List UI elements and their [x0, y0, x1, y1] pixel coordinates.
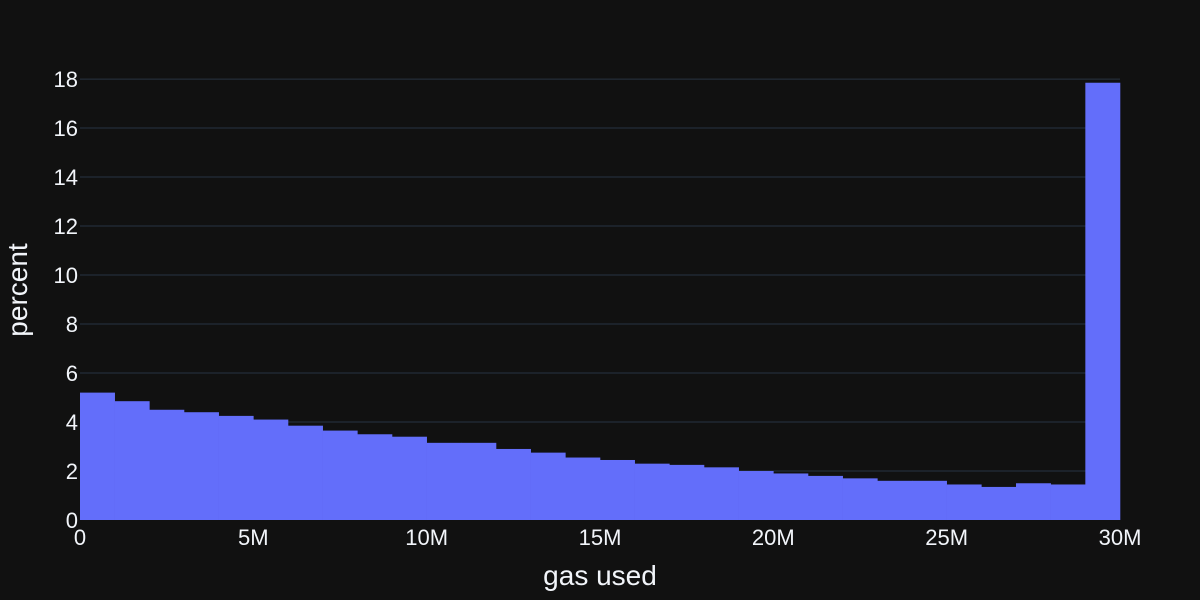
y-tick-label: 0 [66, 508, 78, 533]
histogram-bar [149, 409, 185, 520]
x-tick-label: 30M [1099, 525, 1142, 550]
histogram-bar [392, 436, 427, 520]
histogram-bar [114, 401, 150, 520]
y-axis-ticks: 0 2 4 6 8 10 12 14 16 18 [54, 67, 78, 533]
y-tick-label: 8 [66, 312, 78, 337]
x-tick-label: 25M [925, 525, 968, 550]
x-tick-label: 20M [752, 525, 795, 550]
histogram-bar [1085, 82, 1121, 520]
histogram-bar [530, 452, 566, 520]
y-tick-label: 10 [54, 263, 78, 288]
histogram-bar [842, 478, 878, 520]
histogram-bar [981, 486, 1017, 520]
histogram-bar [288, 425, 323, 520]
histogram-bar [357, 434, 393, 520]
histogram-bar [426, 442, 462, 520]
x-tick-label: 5M [238, 525, 269, 550]
x-axis-ticks: 0 5M 10M 15M 20M 25M 30M [74, 525, 1142, 550]
y-tick-label: 2 [66, 459, 78, 484]
histogram-bar [877, 480, 913, 520]
y-tick-label: 18 [54, 67, 78, 92]
histogram-bar [946, 484, 982, 520]
histogram-bar [184, 412, 219, 520]
histogram-bar [600, 459, 635, 520]
histogram-bar [634, 463, 670, 520]
y-axis-title: percent [2, 243, 33, 337]
histogram-bar [1050, 484, 1086, 520]
histogram-bar [253, 419, 289, 520]
histogram-bar [461, 442, 497, 520]
x-tick-label: 10M [405, 525, 448, 550]
histogram-bar [565, 457, 601, 520]
y-tick-label: 12 [54, 214, 78, 239]
bars [80, 82, 1121, 520]
histogram-bar [773, 473, 809, 520]
y-tick-label: 4 [66, 410, 78, 435]
histogram-bar [496, 448, 531, 520]
y-tick-label: 14 [54, 165, 78, 190]
histogram-bar [738, 471, 774, 520]
histogram-bar [322, 430, 358, 520]
histogram-bar [669, 464, 705, 520]
histogram-bar [912, 480, 947, 520]
histogram-bar [1016, 483, 1051, 520]
histogram-bar [218, 415, 254, 520]
histogram-bar [80, 392, 115, 520]
x-tick-label: 0 [74, 525, 86, 550]
x-tick-label: 15M [579, 525, 622, 550]
histogram-bar [808, 475, 843, 520]
y-tick-label: 16 [54, 116, 78, 141]
y-tick-label: 6 [66, 361, 78, 386]
histogram-bar [704, 467, 739, 520]
x-axis-title: gas used [543, 560, 657, 591]
